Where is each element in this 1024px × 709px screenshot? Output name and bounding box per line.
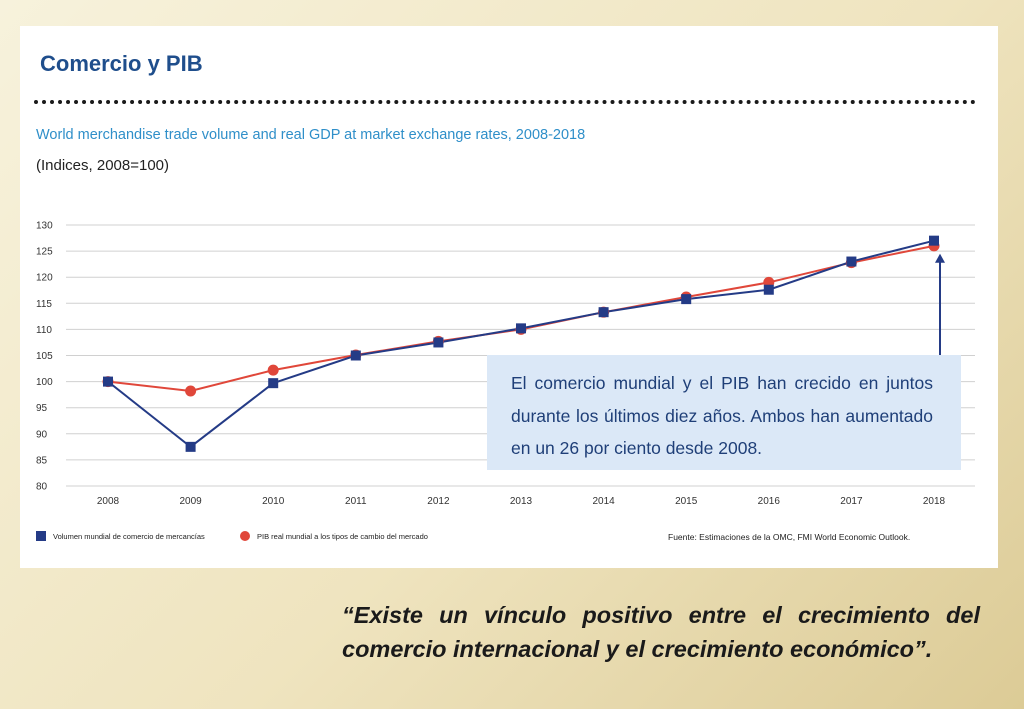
- circle-marker-icon: [240, 531, 250, 541]
- y-tick-label: 80: [36, 482, 48, 493]
- slide-title: Comercio y PIB: [40, 51, 203, 76]
- data-point-trade: [929, 235, 939, 246]
- data-point-gdp: [267, 364, 279, 376]
- y-tick-label: 110: [36, 325, 52, 336]
- x-tick-label: 2016: [758, 496, 781, 507]
- data-point-gdp: [185, 385, 197, 397]
- x-tick-label: 2012: [427, 496, 450, 507]
- x-tick-label: 2013: [510, 496, 533, 507]
- dotted-divider: [34, 100, 976, 104]
- x-tick-label: 2014: [592, 496, 615, 507]
- annotation-callout: El comercio mundial y el PIB han crecido…: [487, 355, 961, 470]
- data-point-trade: [103, 376, 113, 387]
- y-tick-label: 90: [36, 429, 48, 440]
- data-point-trade: [350, 350, 361, 361]
- y-tick-label: 130: [36, 221, 53, 232]
- data-point-trade: [763, 284, 774, 295]
- y-tick-label: 105: [36, 351, 53, 362]
- y-tick-label: 115: [36, 299, 52, 310]
- data-point-trade: [846, 256, 857, 267]
- data-point-trade: [516, 323, 526, 334]
- chart-title: World merchandise trade volume and real …: [36, 127, 586, 143]
- legend-item-gdp: PIB real mundial a los tipos de cambio d…: [240, 531, 428, 541]
- slide-card: Comercio y PIB World merchandise trade v…: [20, 26, 998, 568]
- y-tick-label: 125: [36, 247, 53, 258]
- x-tick-label: 2008: [97, 496, 120, 507]
- chart-subtitle: (Indices, 2008=100): [36, 157, 170, 174]
- annotation-arrow-head: [935, 253, 945, 263]
- slide-quote: “Existe un vínculo positivo entre el cre…: [342, 602, 980, 662]
- data-point-trade: [268, 378, 279, 389]
- y-tick-label: 85: [36, 455, 48, 466]
- data-point-trade: [681, 294, 692, 305]
- chart-source: Fuente: Estimaciones de la OMC, FMI Worl…: [668, 532, 911, 542]
- x-tick-label: 2015: [675, 496, 698, 507]
- y-tick-label: 95: [36, 403, 48, 414]
- x-tick-label: 2017: [840, 496, 863, 507]
- x-tick-label: 2009: [179, 496, 202, 507]
- legend-item-trade: Volumen mundial de comercio de mercancía…: [36, 531, 205, 541]
- legend-label-gdp: PIB real mundial a los tipos de cambio d…: [257, 531, 428, 541]
- data-point-trade: [598, 307, 609, 318]
- data-point-trade: [185, 441, 196, 452]
- square-marker-icon: [36, 531, 46, 541]
- y-tick-label: 100: [36, 377, 53, 388]
- x-tick-label: 2011: [345, 496, 367, 507]
- x-tick-label: 2010: [262, 496, 285, 507]
- y-tick-label: 120: [36, 273, 53, 284]
- legend-label-trade: Volumen mundial de comercio de mercancía…: [53, 531, 205, 541]
- x-tick-label: 2018: [923, 496, 946, 507]
- data-point-trade: [433, 337, 444, 348]
